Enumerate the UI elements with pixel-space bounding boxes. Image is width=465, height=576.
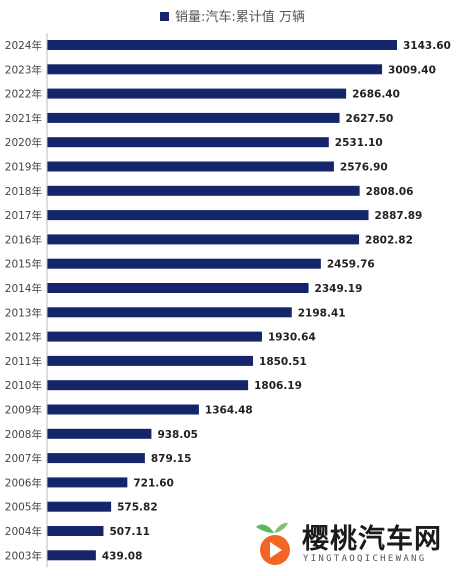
bar <box>47 477 128 488</box>
data-label: 1850.51 <box>259 356 307 368</box>
data-label: 879.15 <box>151 453 192 465</box>
y-tick-label: 2017年 <box>5 209 42 222</box>
data-label: 721.60 <box>133 477 174 489</box>
bar <box>47 355 254 366</box>
bar <box>47 404 199 415</box>
y-tick-label: 2014年 <box>5 282 42 295</box>
bar <box>47 550 96 561</box>
y-tick-label: 2004年 <box>5 525 42 538</box>
bar <box>47 234 360 245</box>
legend-swatch <box>160 12 170 21</box>
bar <box>47 501 112 512</box>
y-tick-label: 2023年 <box>5 63 42 76</box>
bar <box>47 40 397 50</box>
data-label: 2627.50 <box>346 113 394 125</box>
watermark-title: 樱桃汽车网 <box>302 524 442 555</box>
data-label: 2531.10 <box>335 137 383 149</box>
data-label: 938.05 <box>157 429 198 441</box>
y-tick-label: 2011年 <box>5 355 42 368</box>
data-label: 575.82 <box>117 502 158 514</box>
y-tick-label: 2007年 <box>5 452 42 465</box>
bar <box>47 283 309 293</box>
bar <box>47 161 334 172</box>
bar <box>47 428 152 439</box>
data-label: 3009.40 <box>388 64 436 76</box>
y-tick-label: 2008年 <box>5 428 42 441</box>
y-tick-label: 2010年 <box>5 379 42 392</box>
data-label: 2887.89 <box>375 210 423 222</box>
bar <box>47 137 329 148</box>
bar <box>47 526 104 536</box>
y-tick-label: 2003年 <box>5 549 42 562</box>
bar <box>47 112 340 123</box>
data-label: 1806.19 <box>254 380 302 392</box>
y-tick-label: 2022年 <box>5 88 42 101</box>
data-label: 2808.06 <box>366 186 414 198</box>
data-label: 2349.19 <box>315 283 363 295</box>
bar <box>47 64 383 75</box>
data-label: 2459.76 <box>327 259 375 271</box>
bar <box>47 258 321 269</box>
y-tick-label: 2016年 <box>5 233 42 246</box>
y-tick-label: 2006年 <box>5 476 42 489</box>
bar <box>47 453 145 464</box>
data-label: 2198.41 <box>298 307 346 319</box>
bar <box>47 210 369 221</box>
y-tick-label: 2018年 <box>5 185 42 198</box>
y-tick-label: 2013年 <box>5 306 42 319</box>
y-tick-label: 2015年 <box>5 258 42 271</box>
legend: 销量:汽车:累计值 万辆 <box>0 6 465 25</box>
bar <box>47 185 360 196</box>
y-tick-label: 2020年 <box>5 136 42 149</box>
data-label: 2802.82 <box>365 234 413 246</box>
watermark: 樱桃汽车网 YINGTAOQICHEWANG <box>246 512 461 574</box>
watermark-subtitle: YINGTAOQICHEWANG <box>303 554 427 564</box>
y-tick-label: 2021年 <box>5 112 42 125</box>
y-tick-label: 2009年 <box>5 404 42 417</box>
y-tick-label: 2019年 <box>5 161 42 174</box>
data-label: 2686.40 <box>352 89 400 101</box>
bar <box>47 307 292 318</box>
bar <box>47 331 262 342</box>
data-label: 439.08 <box>102 550 143 562</box>
bar <box>47 88 347 99</box>
y-tick-label: 2005年 <box>5 501 42 514</box>
y-tick-label: 2024年 <box>5 39 42 52</box>
data-label: 1364.48 <box>205 405 253 417</box>
cherry-logo-icon <box>256 522 290 565</box>
legend-label: 销量:汽车:累计值 万辆 <box>175 10 305 25</box>
data-label: 2576.90 <box>340 162 388 174</box>
y-tick-label: 2012年 <box>5 331 42 344</box>
data-label: 3143.60 <box>403 40 451 52</box>
bar <box>47 380 249 391</box>
data-label: 507.11 <box>109 526 150 538</box>
data-label: 1930.64 <box>268 332 316 344</box>
